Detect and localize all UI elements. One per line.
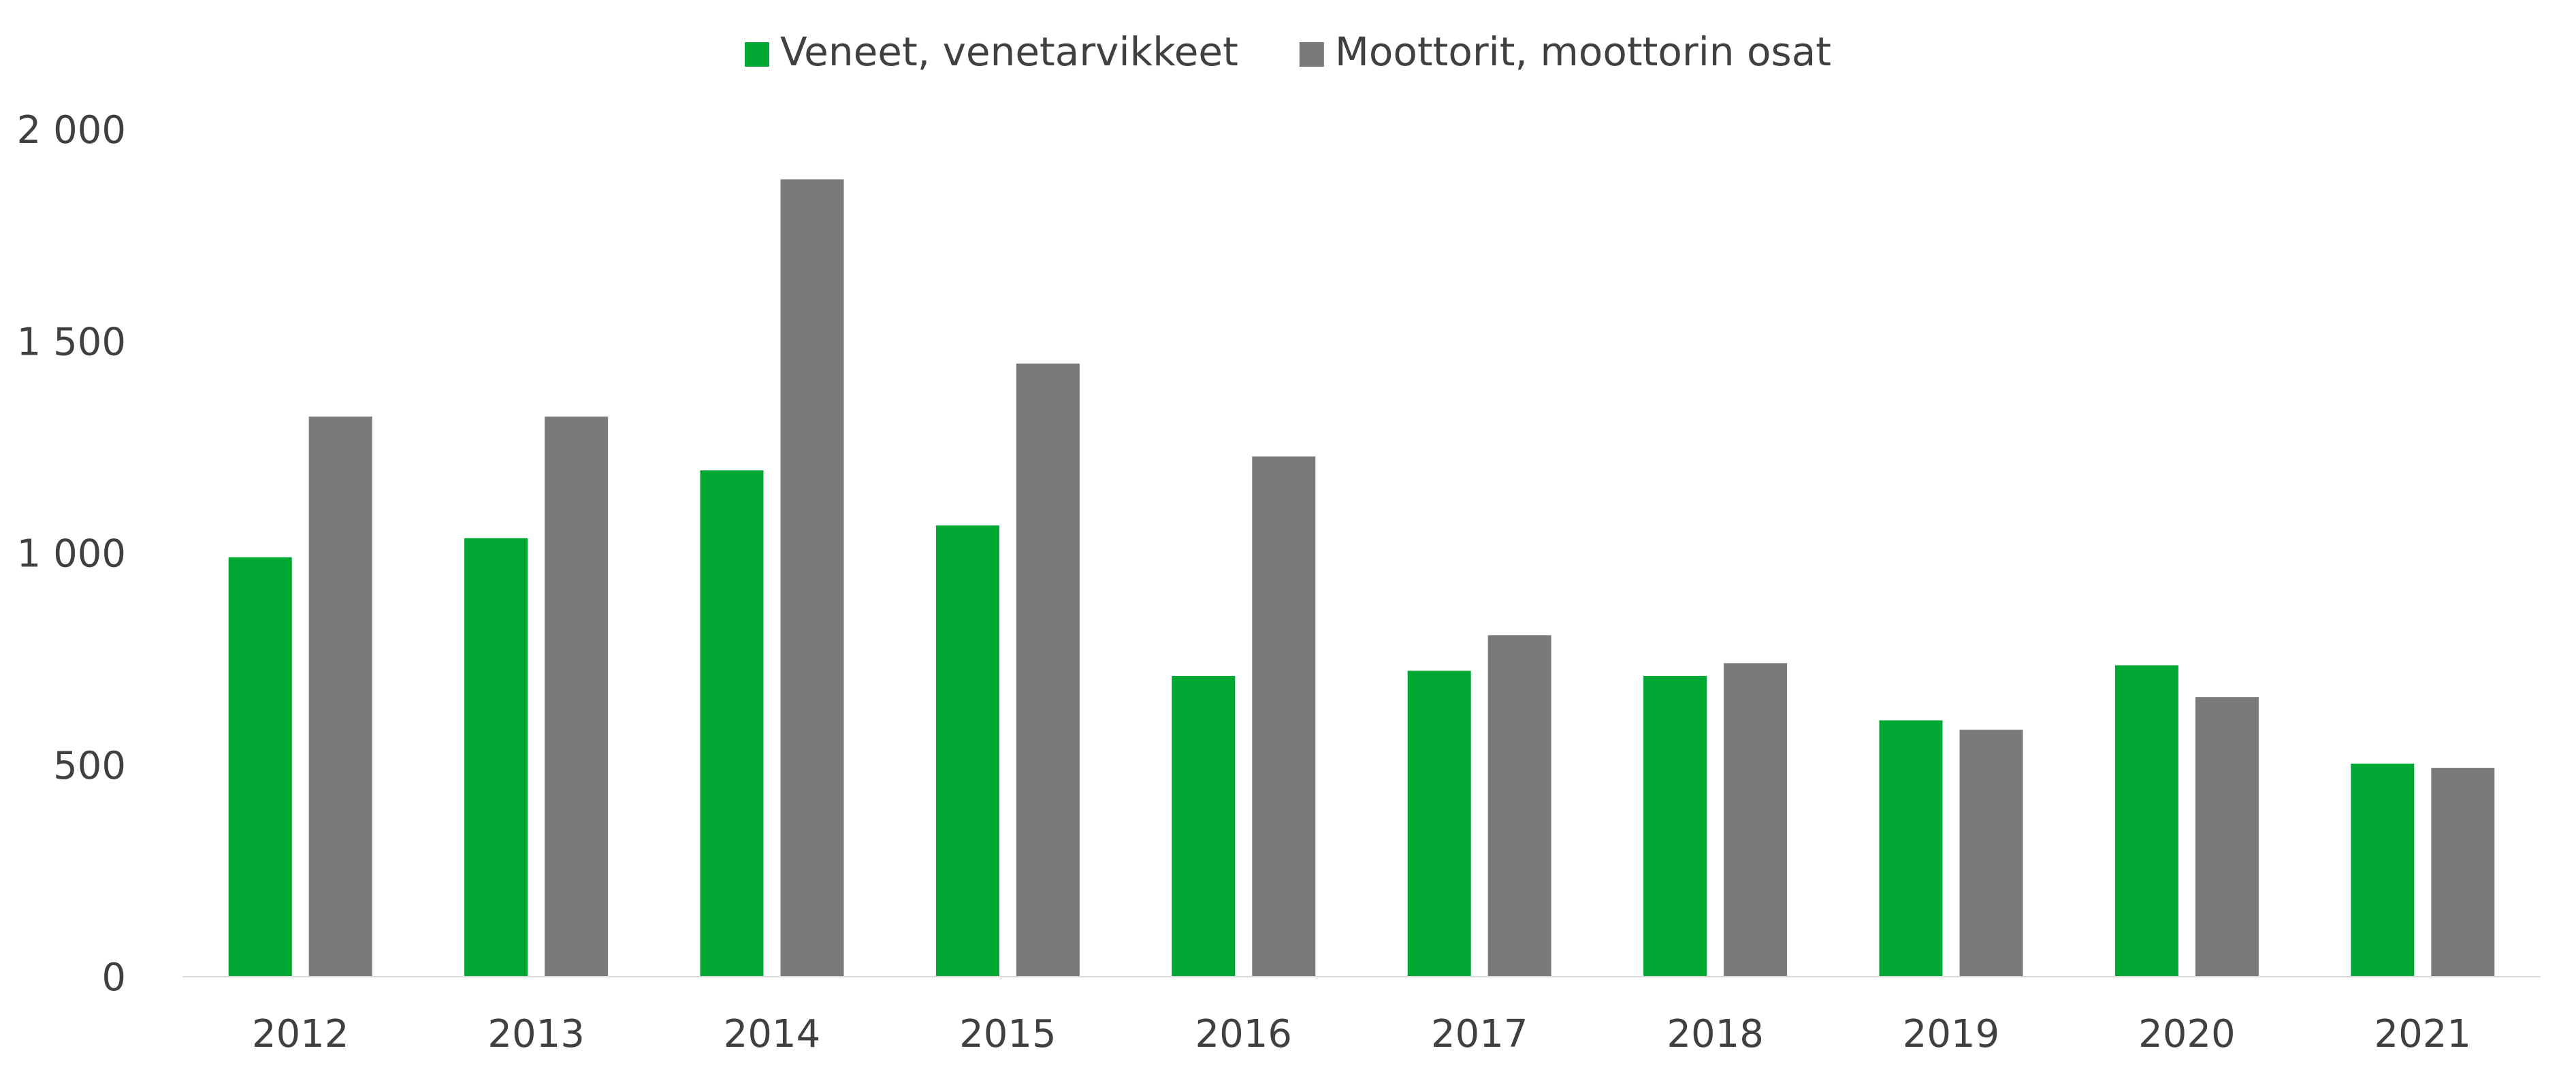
y-tick-label: 2 000 [17, 108, 126, 152]
bars-group [228, 179, 2495, 977]
y-tick-label: 0 [101, 956, 126, 1000]
bar-moottorit-2017 [1487, 635, 1551, 977]
x-axis: 2012 2013 2014 2015 2016 2017 2018 2019 2020 2021 [182, 976, 2541, 1056]
chart-legend: Veneet, venetarvikkeet Moottorit, moottor… [745, 29, 1831, 75]
y-tick-label: 1 500 [17, 320, 126, 364]
y-tick-label: 1 000 [17, 532, 126, 576]
legend-label: Moottorit, moottorin osat [1335, 29, 1831, 75]
y-axis: 0 500 1 000 1 500 2 000 [17, 108, 126, 1000]
bar-veneet-2016 [1172, 676, 1236, 977]
bar-moottorit-2021 [2431, 768, 2495, 977]
bar-moottorit-2013 [545, 417, 609, 977]
x-tick-label: 2014 [724, 1012, 821, 1056]
x-tick-label: 2016 [1195, 1012, 1293, 1056]
bar-moottorit-2020 [2195, 697, 2259, 977]
bar-moottorit-2019 [1959, 730, 2023, 977]
bar-veneet-2013 [464, 538, 528, 977]
bar-moottorit-2018 [1724, 663, 1788, 977]
bar-moottorit-2015 [1016, 363, 1080, 977]
x-tick-label: 2019 [1903, 1012, 2000, 1056]
legend-item: Moottorit, moottorin osat [1299, 29, 1831, 75]
bar-veneet-2021 [2351, 763, 2415, 977]
x-tick-label: 2021 [2374, 1012, 2472, 1056]
legend-swatch [745, 42, 770, 67]
y-tick-label: 500 [53, 744, 126, 788]
bar-veneet-2015 [935, 525, 999, 977]
legend-label: Veneet, venetarvikkeet [780, 29, 1238, 75]
legend-item: Veneet, venetarvikkeet [745, 29, 1238, 75]
bar-veneet-2012 [228, 557, 292, 977]
x-tick-label: 2017 [1431, 1012, 1528, 1056]
bar-veneet-2017 [1407, 670, 1471, 977]
bar-veneet-2019 [1879, 720, 1943, 977]
bar-veneet-2020 [2114, 665, 2178, 977]
x-tick-label: 2012 [252, 1012, 349, 1056]
x-tick-label: 2013 [487, 1012, 585, 1056]
x-tick-label: 2020 [2138, 1012, 2236, 1056]
x-tick-label: 2015 [959, 1012, 1057, 1056]
bar-moottorit-2014 [780, 179, 844, 977]
bar-moottorit-2016 [1252, 456, 1316, 977]
legend-swatch [1299, 42, 1324, 67]
x-tick-label: 2018 [1667, 1012, 1764, 1056]
bar-veneet-2014 [700, 470, 764, 977]
bar-moottorit-2012 [308, 417, 372, 977]
bar-veneet-2018 [1643, 676, 1707, 977]
